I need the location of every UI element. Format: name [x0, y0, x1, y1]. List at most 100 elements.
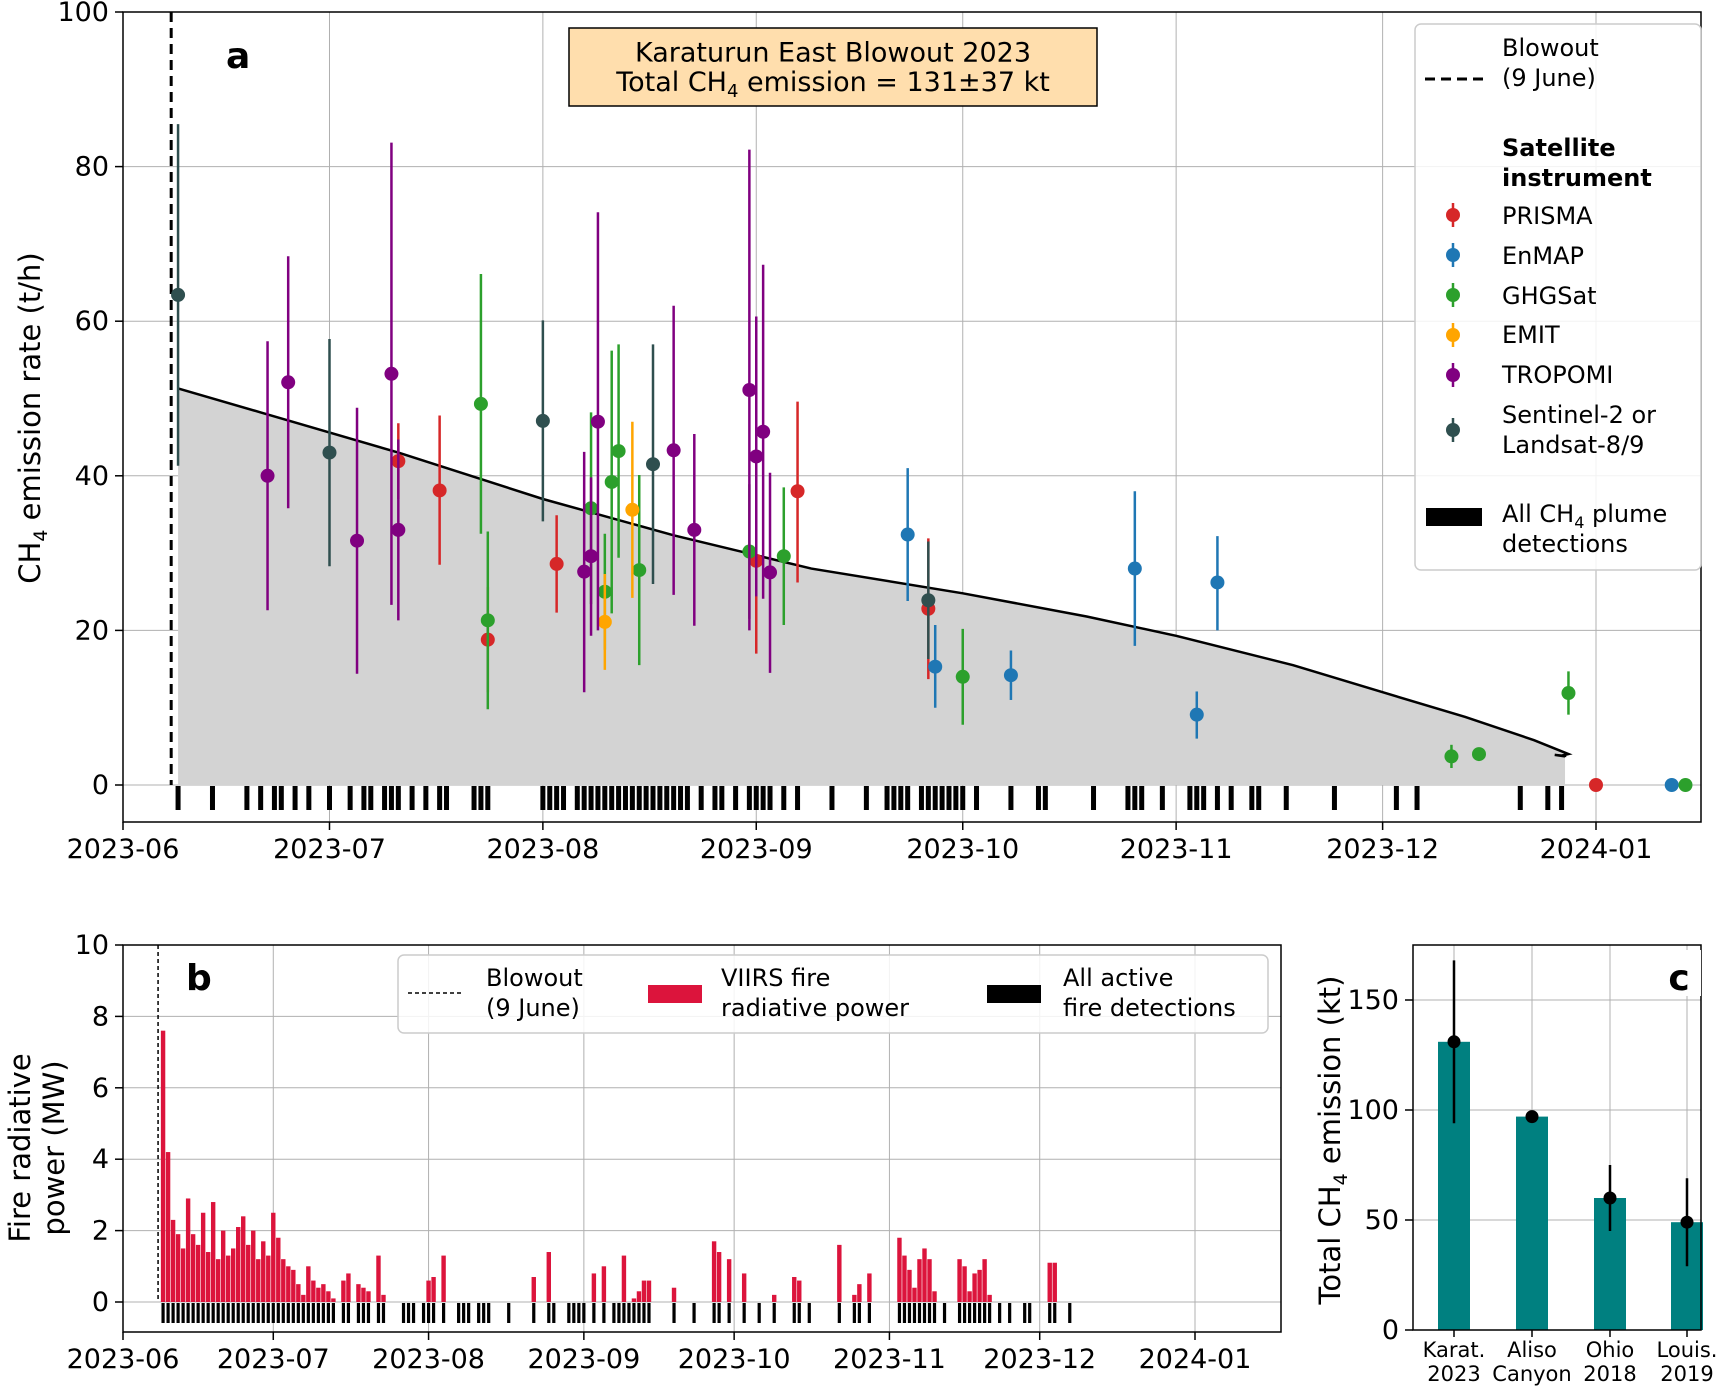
plume-detection-83: [1331, 786, 1337, 810]
TROPOMI-point-2: [350, 533, 365, 548]
plume-detection-71: [1125, 786, 1131, 810]
b-ytick-label-4: 4: [92, 1144, 109, 1175]
plume-detection-42: [684, 786, 690, 810]
frp-bar-50: [631, 1298, 637, 1302]
fire-detection-82: [797, 1303, 801, 1323]
plume-detection-74: [1159, 786, 1165, 810]
fire-detection-77: [727, 1303, 731, 1323]
legend-tropomi: TROPOMI: [1501, 361, 1613, 389]
legend-b: Blowout (9 June) VIIRS fire radiative po…: [397, 954, 1269, 1034]
plume-detection-40: [671, 786, 677, 810]
plume-detection-19: [471, 786, 477, 810]
ylabel-a-post: emission rate (t/h): [13, 252, 47, 529]
total-point-1: [1525, 1110, 1539, 1124]
panel-letter-a: a: [226, 36, 250, 77]
plume-detection-29: [595, 786, 601, 810]
fire-detection-62: [582, 1303, 586, 1323]
legend-ghgsat: GHGSat: [1502, 282, 1597, 310]
fire-detection-18: [251, 1303, 255, 1323]
fire-detection-74: [692, 1303, 696, 1323]
c-cat-label-2-l2: 2018: [1583, 1362, 1636, 1386]
frp-bar-30: [311, 1280, 316, 1302]
fire-detection-30: [311, 1303, 315, 1323]
plume-detection-63: [946, 786, 952, 810]
fire-detection-34: [331, 1303, 335, 1323]
a-xtick-label-2024-01: 2024-01: [1540, 834, 1653, 865]
fire-detection-28: [301, 1303, 305, 1323]
plume-detection-87: [1545, 786, 1551, 810]
fire-detection-13: [226, 1303, 230, 1323]
frp-bar-81: [1047, 1262, 1052, 1302]
fire-detection-5: [186, 1303, 190, 1323]
fire-detection-102: [983, 1303, 987, 1323]
legend-marker-TROPOMI: [1446, 368, 1460, 382]
total-bar-1: [1516, 1116, 1548, 1330]
plume-detection-69: [1042, 786, 1048, 810]
fire-detection-32: [321, 1303, 325, 1323]
fire-detection-59: [567, 1303, 571, 1323]
c-ytick-label-100: 100: [1347, 1095, 1399, 1126]
fire-detection-107: [1028, 1303, 1032, 1323]
EnMAP-point-5: [1210, 575, 1225, 590]
plume-detection-15: [409, 786, 415, 810]
fire-detection-68: [627, 1303, 631, 1323]
plume-detection-75: [1187, 786, 1193, 810]
fire-detection-4: [181, 1303, 185, 1323]
emission-fit-curve: [177, 387, 1573, 758]
GHGSat-point-6: [632, 563, 647, 578]
legend-plume-swatch: [1426, 508, 1482, 526]
c-cat-label-0-l2: 2023: [1427, 1362, 1480, 1386]
frp-bar-11: [215, 1259, 221, 1302]
frp-bar-0: [160, 1030, 166, 1302]
frp-bar-35: [341, 1280, 346, 1302]
plume-detection-27: [581, 786, 587, 810]
legend-sentinel-l2: Landsat-8/9: [1502, 431, 1644, 459]
c-cat-label-3-l1: Louis.: [1657, 1338, 1716, 1362]
plume-detection-81: [1256, 786, 1262, 810]
plume-detection-46: [733, 786, 739, 810]
frp-bar-72: [927, 1259, 932, 1302]
plume-detection-28: [588, 786, 594, 810]
a-ytick-label-80: 80: [75, 152, 109, 183]
title-box: [568, 27, 1098, 107]
EMIT-point-0: [597, 614, 612, 629]
frp-bar-58: [741, 1273, 747, 1302]
frp-bar-12: [220, 1230, 226, 1302]
frp-bar-8: [200, 1212, 206, 1302]
frp-bar-40: [376, 1255, 381, 1302]
frp-bar-10: [210, 1202, 216, 1302]
frp-bar-4: [180, 1248, 186, 1302]
frp-bar-16: [241, 1216, 246, 1302]
fire-detection-100: [972, 1303, 977, 1323]
b-xtick-label-2023-07: 2023-07: [217, 1344, 330, 1375]
fire-detection-50: [462, 1303, 466, 1323]
plume-detection-1: [209, 786, 215, 810]
plume-detection-88: [1559, 786, 1565, 810]
TROPOMI-point-13: [763, 565, 778, 580]
c-ytick-label-150: 150: [1347, 985, 1399, 1016]
fire-detection-39: [366, 1303, 371, 1323]
fire-detection-20: [261, 1303, 265, 1323]
GHGSat-point-5: [611, 444, 626, 459]
legend-det-l2: fire detections: [1063, 994, 1236, 1022]
fire-detection-31: [316, 1303, 320, 1323]
fire-detection-60: [572, 1303, 576, 1323]
a-xtick-label-2023-08: 2023-08: [486, 834, 599, 865]
fire-detection-96: [942, 1303, 947, 1323]
fire-detection-22: [271, 1303, 275, 1323]
plume-detection-37: [650, 786, 656, 810]
emission-points: [171, 124, 1693, 792]
plume-detection-34: [629, 786, 635, 810]
plume-detection-48: [753, 786, 759, 810]
fire-detection-106: [1023, 1303, 1027, 1323]
plume-detection-44: [712, 786, 718, 810]
frp-bar-64: [857, 1284, 862, 1302]
EnMAP-point-2: [1003, 668, 1018, 683]
fire-detection-54: [487, 1303, 491, 1323]
fire-detection-25: [286, 1303, 290, 1323]
panel-c-ylabel: Total CH4 emission (kt): [1313, 976, 1352, 1306]
frp-bar-67: [902, 1255, 907, 1302]
fire-detection-57: [547, 1303, 551, 1323]
frp-bar-77: [972, 1273, 977, 1302]
frp-bar-75: [962, 1266, 967, 1302]
